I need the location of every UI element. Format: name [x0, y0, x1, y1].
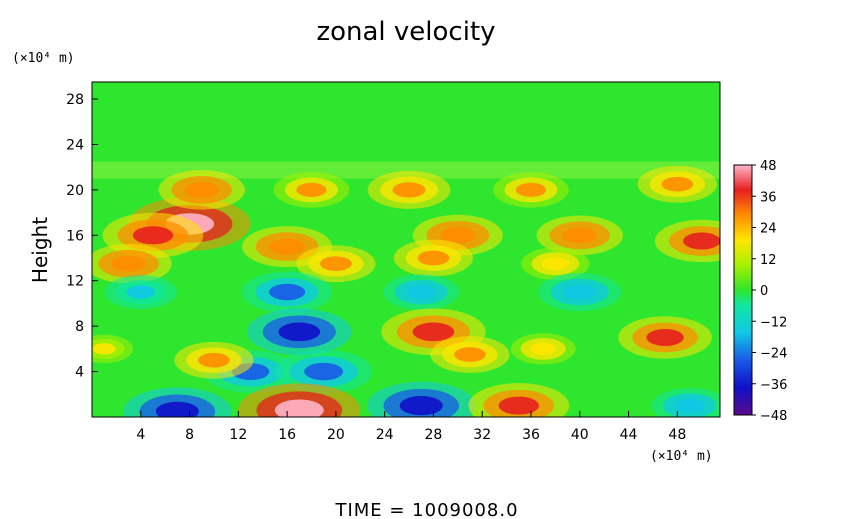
y-tick-label: 8 [75, 319, 84, 335]
heatmap-cell [126, 285, 156, 299]
x-tick-label: 32 [473, 427, 491, 443]
time-label: TIME = 1009008.0 [334, 500, 518, 519]
heatmap-cell [498, 396, 539, 415]
x-tick-label: 4 [136, 427, 145, 443]
heatmap-cell [674, 398, 705, 413]
x-tick-label: 8 [185, 427, 194, 443]
x-tick-label: 12 [229, 427, 247, 443]
y-axis-label: Height [28, 217, 52, 283]
x-tick-label: 24 [376, 427, 394, 443]
heatmap-cell [111, 255, 146, 272]
y-tick-label: 16 [66, 228, 84, 244]
heatmap-cell [682, 232, 720, 250]
heatmap-cell [406, 285, 437, 300]
y-unit-label: (×10⁴ m) [12, 51, 75, 66]
heatmap-cell [304, 362, 344, 381]
heatmap-cell [646, 329, 684, 346]
plot-frame [91, 81, 721, 418]
colorbar-tick-label: −48 [760, 409, 787, 424]
colorbar-tick-label: 0 [760, 284, 768, 299]
heatmap-cell [417, 250, 450, 266]
heatmap-cell [296, 182, 327, 197]
heatmap-cell [92, 343, 116, 355]
x-tick-label: 28 [425, 427, 443, 443]
heatmap-cell [661, 176, 694, 192]
colorbar-tick-label: −24 [760, 347, 787, 362]
x-tick-label: 40 [571, 427, 589, 443]
x-tick-label: 44 [620, 427, 638, 443]
colorbar: 48 36 24 12 0 −12 −24 −36 −48 [733, 159, 787, 424]
heatmap-cell [274, 399, 324, 417]
colorbar-tick-label: 12 [760, 253, 777, 268]
x-tick-label: 36 [522, 427, 540, 443]
y-tick-label: 12 [66, 274, 84, 290]
heatmap-cell [454, 347, 486, 362]
x-unit-label: (×10⁴ m) [650, 449, 713, 464]
y-axis-ticks: 4 8 12 16 20 24 28 [66, 92, 98, 381]
heatmap-cell [184, 181, 220, 198]
x-tick-label: 48 [668, 427, 686, 443]
colorbar-tick-label: 24 [760, 222, 777, 237]
chart-title: zonal velocity [316, 17, 495, 47]
y-tick-label: 28 [66, 92, 84, 108]
heatmap-cell [399, 396, 443, 416]
heatmap-cell [320, 256, 352, 272]
y-tick-label: 20 [66, 183, 84, 199]
colorbar-ticks: 48 36 24 12 0 −12 −24 −36 −48 [752, 159, 787, 424]
x-tick-label: 20 [327, 427, 345, 443]
y-tick-label: 24 [66, 137, 84, 153]
heatmap-cell [278, 322, 321, 342]
heatmap-cell [132, 226, 174, 245]
heatmap-cell [439, 227, 476, 244]
heatmap-field [92, 161, 720, 417]
heatmap-cell [541, 257, 570, 271]
heatmap-plot-area [92, 82, 720, 417]
colorbar-gradient [733, 164, 753, 416]
colorbar-tick-label: −36 [760, 378, 787, 393]
x-axis-ticks: 4 8 12 16 20 24 28 32 36 40 44 48 [136, 411, 686, 443]
heatmap-cell [269, 283, 306, 301]
colorbar-tick-label: 48 [760, 159, 777, 174]
heatmap-cell [562, 227, 598, 244]
heatmap-cell [198, 352, 230, 368]
heatmap-cell [412, 322, 455, 342]
colorbar-tick-label: −12 [760, 315, 787, 330]
heatmap-cell [563, 284, 597, 300]
heatmap-cell [155, 401, 199, 417]
heatmap-cell [530, 342, 557, 356]
x-tick-label: 16 [278, 427, 296, 443]
heatmap-cell [269, 238, 306, 255]
y-tick-label: 4 [75, 365, 84, 381]
heatmap-band [92, 161, 720, 179]
heatmap-cell [392, 182, 426, 198]
heatmap-cell [515, 182, 547, 197]
colorbar-tick-label: 36 [760, 190, 777, 205]
